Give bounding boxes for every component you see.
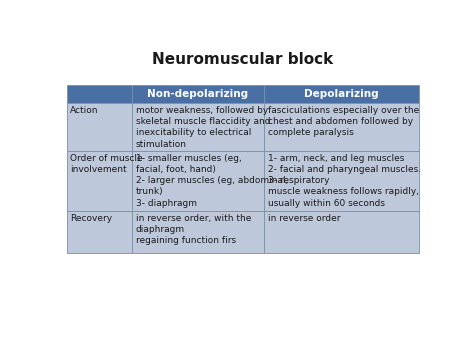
Text: Depolarizing: Depolarizing — [304, 89, 379, 99]
Text: Recovery: Recovery — [70, 214, 112, 223]
Bar — [132, 211, 264, 253]
Text: fasciculations especially over the
chest and abdomen followed by
complete paraly: fasciculations especially over the chest… — [268, 106, 419, 137]
Bar — [66, 85, 132, 103]
Text: Action: Action — [70, 106, 99, 115]
Text: 1- arm, neck, and leg muscles
2- facial and pharyngeal muscles.
3- respiratory
m: 1- arm, neck, and leg muscles 2- facial … — [268, 154, 421, 208]
Bar — [264, 211, 419, 253]
Bar — [132, 85, 264, 103]
Bar — [264, 151, 419, 211]
Text: motor weakness, followed by
skeletal muscle flaccidity and
inexcitability to ele: motor weakness, followed by skeletal mus… — [136, 106, 270, 149]
Bar — [264, 103, 419, 151]
Text: in reverse order: in reverse order — [268, 214, 340, 223]
Bar — [132, 151, 264, 211]
Text: Neuromuscular block: Neuromuscular block — [152, 52, 334, 67]
Text: 1- smaller muscles (eg,
facial, foot, hand)
2- larger muscles (eg, abdominal,
tr: 1- smaller muscles (eg, facial, foot, ha… — [136, 154, 288, 208]
Text: Order of muscle
involvement: Order of muscle involvement — [70, 154, 143, 174]
Bar — [66, 211, 132, 253]
Bar — [66, 151, 132, 211]
Text: Non-depolarizing: Non-depolarizing — [147, 89, 248, 99]
Bar — [132, 103, 264, 151]
Bar — [264, 85, 419, 103]
Bar — [66, 103, 132, 151]
Text: in reverse order, with the
diaphragm
regaining function firs: in reverse order, with the diaphragm reg… — [136, 214, 251, 245]
